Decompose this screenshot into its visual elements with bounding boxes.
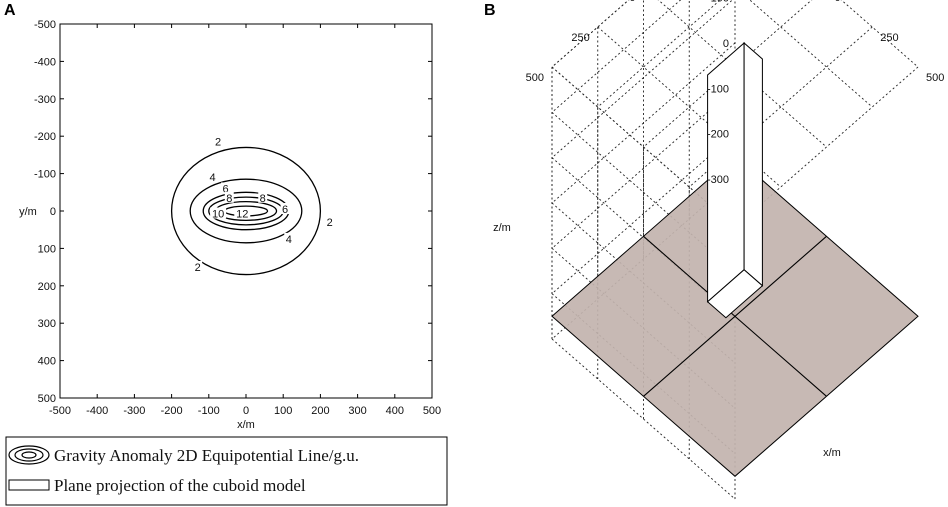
contour-label: 10 (212, 208, 224, 220)
y-tick-label: 500 (38, 393, 56, 405)
x-tick-label: 100 (274, 405, 292, 417)
x-axis-label-b: x/m (823, 447, 841, 459)
contour-label-bg (284, 232, 294, 244)
x-tick-label: 500 (926, 72, 944, 84)
x-tick-label: -200 (161, 405, 183, 417)
legend-box (5, 436, 448, 506)
contour-label-bg (280, 203, 290, 214)
y-tick-label: -200 (34, 131, 56, 143)
cuboid-face-left (707, 41, 745, 303)
x-tick-label: -500 (49, 405, 71, 417)
legend-label-contour: Gravity Anomaly 2D Equipotential Line/g.… (54, 446, 359, 465)
x-tick-label: 0 (243, 405, 249, 417)
y-tick-label: 0 (50, 206, 56, 218)
x-tick-label: -400 (86, 405, 108, 417)
contour-label: 4 (209, 172, 215, 184)
contour-label-bg (213, 135, 223, 147)
contour-label: 6 (222, 183, 228, 195)
contour-line-2 (170, 146, 322, 276)
contour-line-4 (189, 178, 303, 244)
contour-label-bg (221, 182, 231, 194)
x-tick-label: 200 (311, 405, 329, 417)
axis-ticks: -300-200-1000100200300-500-2500250500-50… (526, 0, 945, 186)
contour-label-bg (210, 207, 227, 219)
x-tick-label: 0 (835, 0, 841, 4)
contour-chart: -500 -400 -300 -200 -100 0 100 200 300 400 500 -50… (19, 19, 441, 431)
contour-label-bg (234, 207, 251, 219)
contour-label-bg (224, 191, 234, 203)
y-axis-label-a: y/m (19, 206, 37, 218)
legend: Gravity Anomaly 2D Equipotential Line/g.… (5, 436, 448, 506)
contour-label-bg (193, 260, 203, 272)
contour-label-bg (208, 171, 218, 183)
x-axis-ticks: -500 -400 -300 -200 -100 0 100 200 300 400 500 (49, 24, 441, 417)
grid-line (551, 0, 630, 68)
x-tick-label: -300 (123, 405, 145, 417)
contour-label: 6 (282, 204, 288, 216)
y-tick-label: -500 (34, 19, 56, 31)
x-tick-label: 300 (348, 405, 366, 417)
box-3d-chart: -300-200-1000100200300-500-2500250500-50… (493, 0, 945, 500)
legend-rectangle-icon (8, 479, 50, 491)
z-tick-label: -100 (707, 83, 729, 95)
contour-label: 2 (327, 217, 333, 229)
cuboid-face-top (706, 269, 764, 319)
y-tick-label: -100 (34, 169, 56, 181)
cuboid-face-front (743, 41, 763, 287)
y-tick-label: 400 (38, 356, 56, 368)
y-tick-label: 0 (629, 0, 635, 4)
x-axis-label-a: x/m (237, 419, 255, 431)
x-tick-label: 250 (880, 32, 898, 44)
y-axis-ticks: -500 -400 -300 -200 -100 0 100 200 300 400 500 (34, 19, 432, 405)
cuboid-model (706, 41, 764, 319)
contour-label: 2 (215, 137, 221, 149)
contour-label: 12 (236, 208, 248, 220)
y-tick-label: -300 (34, 94, 56, 106)
y-tick-label: -400 (34, 56, 56, 68)
contour-label-bg (258, 191, 268, 203)
y-tick-label: 500 (526, 72, 544, 84)
legend-ellipses-icon (8, 445, 50, 465)
x-tick-label: 400 (386, 405, 404, 417)
contour-label-bg (325, 216, 335, 228)
z-tick-label: -300 (707, 174, 729, 186)
contour-label: 2 (195, 262, 201, 274)
z-tick-label: 100 (711, 0, 729, 5)
x-tick-label: -100 (198, 405, 220, 417)
grid-line (749, 0, 873, 108)
panel-a-label: A (4, 2, 16, 19)
panel-b-label: B (484, 2, 496, 19)
x-tick-label: 500 (423, 405, 441, 417)
plane-surface (551, 155, 919, 477)
y-tick-label: 100 (38, 243, 56, 255)
grid-line (840, 0, 919, 68)
grid-line (597, 0, 721, 108)
y-tick-label: 300 (38, 318, 56, 330)
z-tick-label: -200 (707, 129, 729, 141)
z-tick-label: 0 (723, 38, 729, 50)
contour-label: 8 (260, 193, 266, 205)
legend-label-cuboid: Plane projection of the cuboid model (54, 476, 306, 495)
plane-grid-line (643, 235, 827, 397)
y-tick-label: 200 (38, 281, 56, 293)
contour-label: 8 (226, 193, 232, 205)
contour-label: 4 (286, 234, 292, 246)
z-axis-label-b: z/m (493, 222, 511, 234)
y-tick-label: 250 (571, 32, 589, 44)
